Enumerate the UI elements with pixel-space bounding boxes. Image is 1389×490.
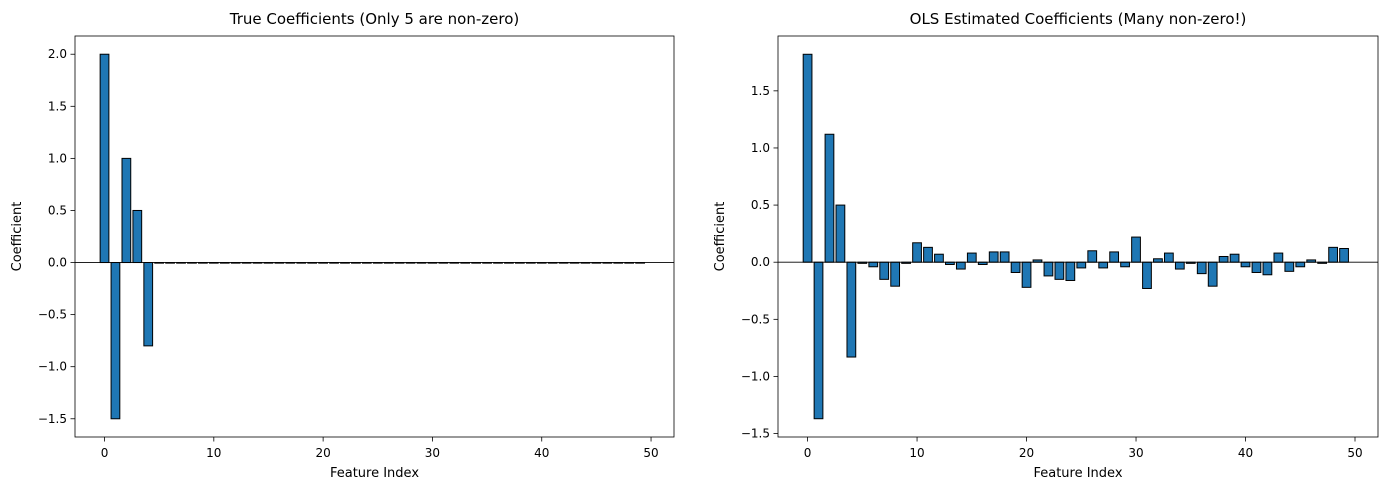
- ols-coefficients-chart: OLS Estimated Coefficients (Many non-zer…: [713, 10, 1379, 481]
- y-tick-label: 0.5: [751, 198, 770, 212]
- bar-11: [923, 246, 933, 263]
- bar-18: [999, 251, 1010, 263]
- x-tick-label: 10: [909, 446, 924, 460]
- bar-6: [868, 261, 879, 268]
- bars: [802, 53, 1349, 420]
- bar-28: [1109, 251, 1120, 263]
- x-tick-label: 40: [534, 446, 549, 460]
- bar-3: [132, 209, 143, 264]
- y-axis-label: Coefficient: [10, 202, 25, 272]
- plot-frame: [74, 35, 675, 438]
- bar-43: [1273, 252, 1284, 263]
- x-tick-label: 30: [425, 446, 440, 460]
- plot-frame: [777, 35, 1379, 438]
- bar-38: [1218, 255, 1229, 263]
- y-tick-label: −1.5: [741, 427, 770, 441]
- bar-2: [121, 157, 132, 264]
- bar-10: [912, 242, 922, 263]
- x-tick-label: 10: [206, 446, 221, 460]
- bar-49: [1339, 247, 1349, 263]
- y-tick-label: 0.0: [751, 255, 770, 269]
- y-tick-label: 0.0: [48, 256, 67, 270]
- bar-30: [1131, 236, 1141, 263]
- bar-4: [846, 261, 857, 358]
- bar-37: [1207, 261, 1218, 287]
- chart-title: True Coefficients (Only 5 are non-zero): [229, 10, 520, 28]
- y-tick-label: 0.5: [48, 203, 67, 217]
- bar-1: [813, 261, 824, 420]
- bar-4: [143, 262, 154, 347]
- axis-ticks: 0 10 20 30 40 50 −1.5 −1.0 −0.5 0.0 0.5 1.0 1.5: [741, 84, 1363, 460]
- bar-32: [1153, 258, 1163, 263]
- y-tick-label: −1.0: [741, 369, 770, 383]
- bar-0: [99, 53, 110, 264]
- x-axis-label: Feature Index: [1033, 466, 1122, 481]
- y-tick-label: 2.0: [48, 47, 67, 61]
- bar-22: [1043, 261, 1054, 277]
- x-tick-label: 40: [1238, 446, 1253, 460]
- bar-27: [1098, 261, 1109, 269]
- bar-41: [1251, 261, 1262, 273]
- bar-1: [110, 262, 121, 420]
- bar-17: [988, 251, 999, 263]
- x-tick-label: 0: [804, 446, 812, 460]
- x-tick-label: 20: [1019, 446, 1034, 460]
- bar-8: [890, 261, 901, 287]
- bar-34: [1174, 261, 1185, 270]
- bar-25: [1076, 261, 1087, 269]
- bar-12: [934, 253, 944, 263]
- x-tick-label: 50: [643, 446, 658, 460]
- bar-33: [1163, 252, 1174, 263]
- bar-20: [1021, 261, 1032, 288]
- y-tick-label: −0.5: [38, 308, 67, 322]
- bar-14: [955, 261, 966, 270]
- bar-31: [1142, 261, 1152, 289]
- y-tick-label: 1.0: [751, 141, 770, 155]
- bar-7: [879, 261, 890, 280]
- x-tick-label: 30: [1128, 446, 1143, 460]
- y-tick-label: −1.5: [38, 412, 67, 426]
- bar-26: [1087, 250, 1098, 263]
- bar-23: [1054, 261, 1065, 280]
- bar-48: [1328, 246, 1338, 263]
- bar-29: [1120, 261, 1130, 268]
- x-tick-label: 50: [1347, 446, 1362, 460]
- bar-24: [1065, 261, 1076, 281]
- y-tick-label: −0.5: [741, 312, 770, 326]
- bar-0: [802, 53, 813, 263]
- bar-15: [966, 252, 977, 263]
- bar-19: [1010, 261, 1021, 273]
- y-tick-label: 1.0: [48, 151, 67, 165]
- bars: [99, 53, 645, 420]
- bar-2: [824, 133, 835, 263]
- bar-40: [1240, 261, 1251, 268]
- axis-ticks: 0 10 20 30 40 50 −1.5 −1.0 −0.5 0.0 0.5 1.0 1.5 2.0: [38, 47, 659, 460]
- x-axis-label: Feature Index: [330, 466, 419, 481]
- bar-3: [835, 204, 846, 263]
- true-coefficients-chart: True Coefficients (Only 5 are non-zero) …: [10, 10, 675, 481]
- y-tick-label: 1.5: [48, 99, 67, 113]
- x-tick-label: 20: [315, 446, 330, 460]
- y-axis-label: Coefficient: [713, 202, 728, 272]
- chart-title: OLS Estimated Coefficients (Many non-zer…: [910, 10, 1247, 28]
- bar-39: [1229, 253, 1240, 263]
- bar-36: [1196, 261, 1207, 275]
- y-tick-label: 1.5: [751, 84, 770, 98]
- x-tick-label: 0: [101, 446, 109, 460]
- bar-45: [1295, 261, 1306, 268]
- y-tick-label: −1.0: [38, 360, 67, 374]
- bar-42: [1262, 261, 1273, 276]
- bar-44: [1284, 261, 1295, 272]
